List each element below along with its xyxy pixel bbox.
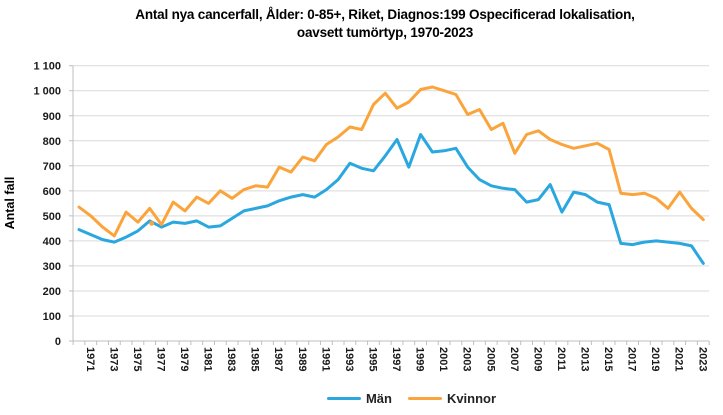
stray-marker-dot	[149, 220, 155, 226]
x-tick-label: 1995	[366, 347, 378, 371]
y-tick-label: 1 100	[33, 61, 61, 73]
x-tick-label: 1983	[225, 347, 237, 371]
x-tick-label: 1997	[390, 347, 402, 371]
x-tick-label: 2019	[649, 347, 661, 371]
y-tick-label: 200	[43, 286, 61, 298]
series-man-line	[77, 133, 705, 265]
x-tick-label: 1979	[178, 347, 190, 371]
legend-swatch	[407, 396, 442, 401]
y-tick-label: 100	[43, 311, 61, 323]
legend-swatch	[326, 396, 361, 401]
x-tick-label: 2015	[602, 347, 614, 371]
x-tick-label: 1973	[107, 347, 119, 371]
x-tick-label: 2001	[437, 347, 449, 371]
legend: Män Kvinnor	[100, 391, 723, 406]
x-tick-label: 1993	[343, 347, 355, 371]
x-tick-label: 2011	[555, 347, 567, 371]
chart-title-line1: Antal nya cancerfall, Ålder: 0-85+, Rike…	[135, 7, 635, 22]
y-axis-title: Antal fall	[3, 177, 17, 230]
x-tick-label: 2013	[578, 347, 590, 371]
x-tick-label: 1987	[272, 347, 284, 371]
y-tick-label: 1 000	[33, 86, 61, 98]
x-tick-label: 1991	[319, 347, 331, 371]
legend-item-kvinnor: Kvinnor	[407, 391, 497, 406]
x-tick-label: 2009	[531, 347, 543, 371]
x-tick-label: 1981	[202, 347, 214, 371]
y-tick-label: 0	[55, 336, 61, 348]
x-tick-label: 2007	[508, 347, 520, 371]
chart-title: Antal nya cancerfall, Ålder: 0-85+, Rike…	[55, 6, 715, 42]
x-tick-label: 1975	[131, 347, 143, 371]
x-tick-label: 1989	[296, 347, 308, 371]
y-tick-label: 700	[43, 161, 61, 173]
y-tick-label: 300	[43, 261, 61, 273]
x-tick-label: 1985	[249, 347, 261, 371]
legend-label: Kvinnor	[446, 391, 497, 406]
x-tick-label: 1977	[154, 347, 166, 371]
x-tick-label: 2023	[696, 347, 708, 371]
legend-label: Män	[365, 391, 392, 406]
y-tick-label: 400	[43, 236, 61, 248]
y-tick-label: 800	[43, 136, 61, 148]
x-tick-label: 1999	[414, 347, 426, 371]
x-tick-label: 2005	[484, 347, 496, 371]
legend-item-man: Män	[326, 391, 392, 406]
y-tick-label: 900	[43, 111, 61, 123]
x-tick-label: 1971	[84, 347, 96, 371]
x-tick-label: 2017	[626, 347, 638, 371]
x-tick-label: 2021	[673, 347, 685, 371]
y-tick-label: 500	[43, 211, 61, 223]
x-tick-label: 2003	[461, 347, 473, 371]
chart-title-line2: oavsett tumörtyp, 1970-2023	[296, 25, 474, 40]
y-tick-label: 600	[43, 186, 61, 198]
series-kvinnor-line	[77, 85, 705, 238]
